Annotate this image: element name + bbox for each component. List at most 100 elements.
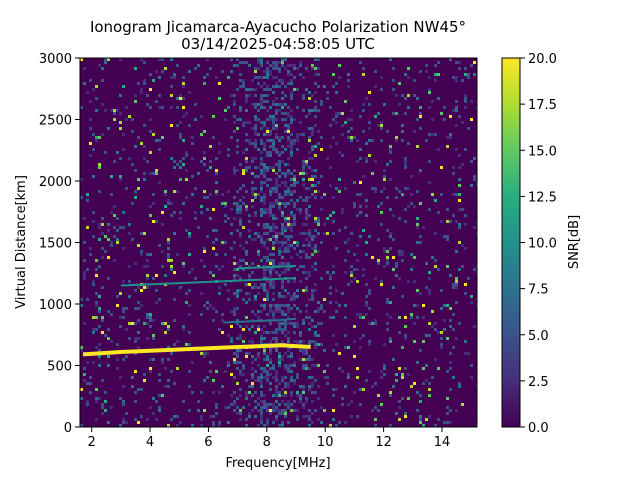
noise-cell: [317, 181, 320, 184]
noise-cell: [191, 424, 194, 427]
noise-cell: [98, 136, 101, 139]
noise-cell: [305, 358, 308, 361]
noise-cell: [206, 169, 209, 172]
noise-cell: [308, 136, 311, 139]
noise-cell: [269, 166, 272, 169]
noise-cell: [83, 322, 86, 325]
noise-cell: [266, 379, 269, 382]
noise-cell: [266, 409, 269, 412]
noise-cell: [281, 250, 284, 253]
noise-cell: [293, 64, 296, 67]
noise-cell: [362, 229, 365, 232]
noise-cell: [347, 373, 350, 376]
noise-cell: [449, 307, 452, 310]
noise-cell: [428, 322, 431, 325]
noise-cell: [257, 166, 260, 169]
noise-cell: [281, 409, 284, 412]
noise-cell: [83, 379, 86, 382]
noise-cell: [440, 346, 443, 349]
noise-cell: [287, 400, 290, 403]
noise-cell: [266, 139, 269, 142]
noise-cell: [371, 322, 374, 325]
noise-cell: [107, 58, 110, 61]
noise-cell: [236, 58, 239, 61]
noise-cell: [260, 208, 263, 211]
noise-cell: [464, 148, 467, 151]
noise-cell: [281, 97, 284, 100]
noise-cell: [149, 367, 152, 370]
noise-cell: [146, 274, 149, 277]
noise-cell: [392, 385, 395, 388]
noise-cell: [230, 310, 233, 313]
noise-cell: [278, 361, 281, 364]
noise-cell: [137, 187, 140, 190]
noise-cell: [170, 214, 173, 217]
noise-cell: [293, 331, 296, 334]
noise-cell: [311, 157, 314, 160]
noise-cell: [395, 196, 398, 199]
noise-cell: [326, 91, 329, 94]
noise-cell: [272, 145, 275, 148]
noise-cell: [215, 412, 218, 415]
noise-cell: [116, 109, 119, 112]
noise-cell: [392, 67, 395, 70]
noise-cell: [251, 394, 254, 397]
noise-cell: [140, 232, 143, 235]
y-tick-label: 1500: [39, 237, 72, 252]
noise-cell: [311, 247, 314, 250]
noise-cell: [128, 265, 131, 268]
noise-cell: [242, 82, 245, 85]
noise-cell: [305, 253, 308, 256]
noise-cell: [284, 364, 287, 367]
noise-cell: [440, 331, 443, 334]
noise-cell: [446, 145, 449, 148]
noise-cell: [293, 205, 296, 208]
noise-cell: [281, 421, 284, 424]
noise-cell: [332, 394, 335, 397]
noise-cell: [254, 118, 257, 121]
noise-cell: [158, 76, 161, 79]
noise-cell: [308, 196, 311, 199]
noise-cell: [254, 157, 257, 160]
noise-cell: [470, 100, 473, 103]
noise-cell: [311, 127, 314, 130]
noise-cell: [233, 217, 236, 220]
noise-cell: [338, 304, 341, 307]
noise-cell: [158, 94, 161, 97]
noise-cell: [296, 295, 299, 298]
noise-cell: [365, 253, 368, 256]
noise-cell: [332, 349, 335, 352]
noise-cell: [275, 103, 278, 106]
noise-cell: [266, 133, 269, 136]
noise-cell: [248, 235, 251, 238]
noise-cell: [428, 181, 431, 184]
noise-cell: [242, 121, 245, 124]
noise-cell: [281, 58, 284, 61]
noise-cell: [341, 133, 344, 136]
noise-cell: [149, 358, 152, 361]
noise-cell: [272, 64, 275, 67]
noise-cell: [98, 325, 101, 328]
noise-cell: [197, 226, 200, 229]
noise-cell: [146, 418, 149, 421]
noise-cell: [260, 163, 263, 166]
noise-cell: [227, 76, 230, 79]
noise-cell: [152, 358, 155, 361]
noise-cell: [272, 166, 275, 169]
noise-cell: [254, 142, 257, 145]
noise-cell: [272, 259, 275, 262]
noise-cell: [116, 217, 119, 220]
colorbar-tick-label: 2.5: [528, 375, 549, 390]
noise-cell: [140, 304, 143, 307]
noise-cell: [461, 265, 464, 268]
noise-cell: [368, 154, 371, 157]
noise-cell: [83, 217, 86, 220]
noise-cell: [257, 325, 260, 328]
noise-cell: [260, 169, 263, 172]
noise-cell: [119, 397, 122, 400]
noise-cell: [389, 208, 392, 211]
noise-cell: [404, 73, 407, 76]
noise-cell: [389, 58, 392, 61]
noise-cell: [335, 121, 338, 124]
noise-cell: [89, 391, 92, 394]
